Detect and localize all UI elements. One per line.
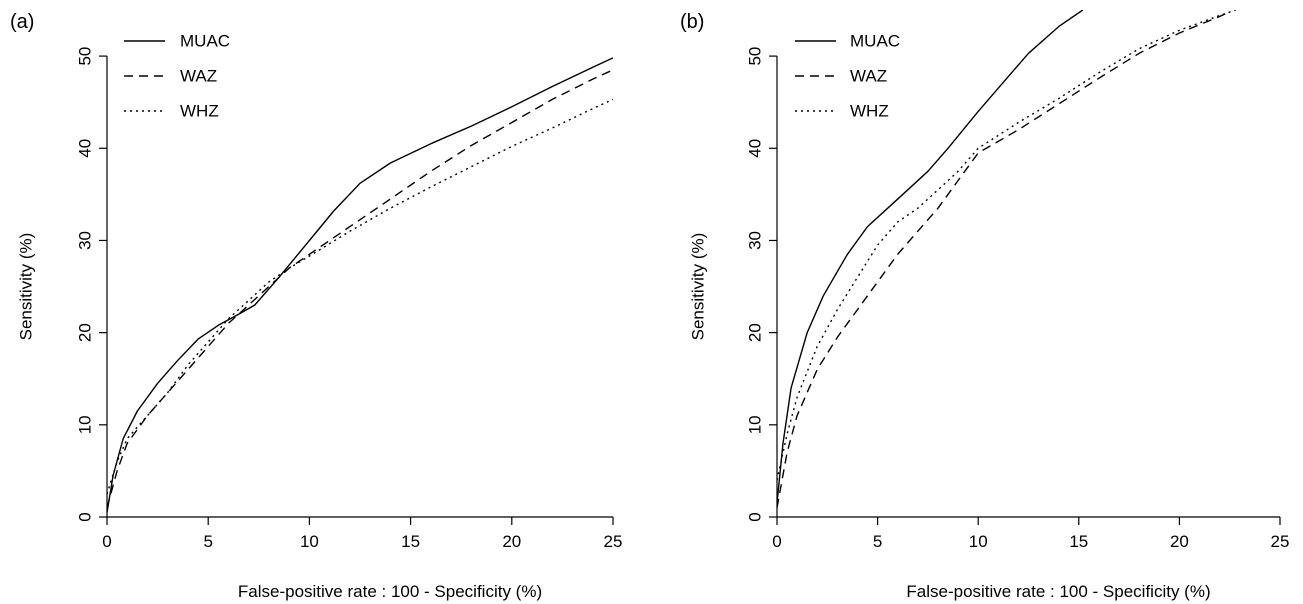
y-tick-label: 30 [76, 231, 95, 250]
panel-b: (b) 0 5 10 15 20 25 0 10 20 30 40 50 False-positive r… [680, 10, 1289, 601]
legend-label-waz: WAZ [180, 67, 217, 86]
legend-label-whz: WHZ [850, 102, 889, 121]
x-tick-label: 15 [401, 532, 420, 551]
x-tick-label: 20 [502, 532, 521, 551]
x-tick-label: 10 [969, 532, 988, 551]
x-tick-label: 15 [1069, 532, 1088, 551]
x-tick-label: 25 [1271, 532, 1290, 551]
panel-a: (a) 0 5 10 15 20 25 0 10 20 30 40 50 False-positive r… [10, 11, 622, 601]
y-tick-label: 40 [76, 139, 95, 158]
panel-label: (b) [680, 11, 704, 33]
y-axis-title: Sensitivity (%) [17, 233, 36, 341]
y-tick-label: 0 [76, 512, 95, 521]
y-tick-label: 40 [746, 139, 765, 158]
legend-label-whz: WHZ [180, 102, 219, 121]
series-line-waz [777, 11, 1230, 508]
x-tick-label: 25 [604, 532, 623, 551]
legend-label-waz: WAZ [850, 67, 887, 86]
series-line-muac [107, 57, 613, 513]
panel-label: (a) [10, 11, 34, 33]
y-tick-label: 30 [746, 231, 765, 250]
y-tick-label: 50 [76, 47, 95, 66]
x-axis-title: False-positive rate : 100 - Specificity … [238, 582, 542, 601]
x-tick-label: 10 [300, 532, 319, 551]
x-tick-label: 20 [1170, 532, 1189, 551]
x-axis-title: False-positive rate : 100 - Specificity … [906, 582, 1210, 601]
y-tick-label: 10 [746, 415, 765, 434]
series-line-waz [107, 69, 613, 508]
y-tick-label: 20 [746, 323, 765, 342]
x-tick-label: 5 [873, 532, 882, 551]
series-line-whz [107, 98, 613, 495]
x-tick-label: 0 [102, 532, 111, 551]
legend-label-muac: MUAC [180, 32, 230, 51]
legend-label-muac: MUAC [850, 32, 900, 51]
y-tick-label: 10 [76, 415, 95, 434]
y-tick-label: 20 [76, 323, 95, 342]
x-tick-label: 0 [772, 532, 781, 551]
y-axis-title: Sensitivity (%) [689, 233, 708, 341]
series-line-muac [777, 10, 1084, 504]
x-tick-label: 5 [203, 532, 212, 551]
series-line-whz [777, 10, 1236, 481]
y-tick-label: 0 [746, 512, 765, 521]
y-tick-label: 50 [746, 47, 765, 66]
